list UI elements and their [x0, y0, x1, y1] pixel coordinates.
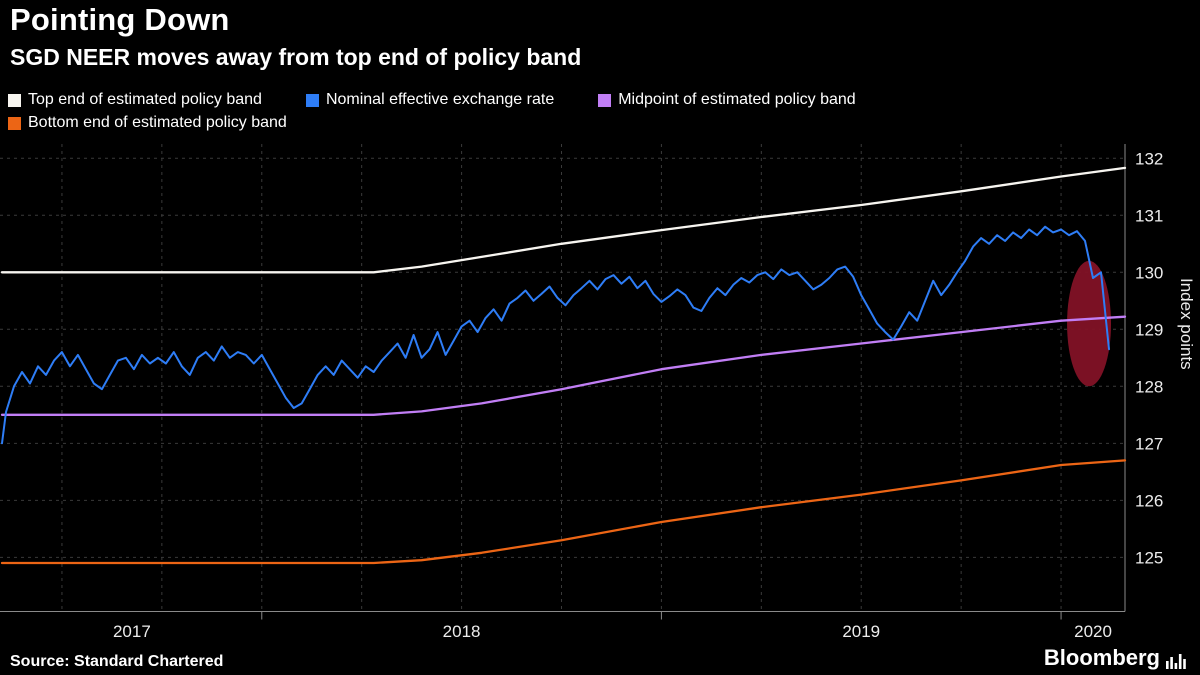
x-tick-label: 2020 [1074, 622, 1112, 641]
legend-swatch-neer [305, 93, 319, 107]
series-midpoint [0, 315, 1127, 416]
x-tick-label: 2018 [443, 622, 481, 641]
y-tick-label: 132 [1135, 149, 1163, 168]
bloomberg-logo-mark [1166, 654, 1186, 669]
legend-item-top-band: Top end of estimated policy band [8, 90, 262, 110]
legend-item-midpoint: Midpoint of estimated policy band [598, 90, 856, 110]
y-tick-label: 130 [1135, 263, 1163, 282]
legend-item-bottom-band: Bottom end of estimated policy band [8, 113, 287, 133]
legend-label-top-band: Top end of estimated policy band [28, 91, 262, 108]
page-title: Pointing Down [10, 2, 230, 37]
legend-swatch-bottom-band [8, 116, 21, 130]
legend-label-midpoint: Midpoint of estimated policy band [618, 91, 856, 108]
series-neer [1, 225, 1110, 445]
legend-swatch-top-band [8, 93, 21, 107]
y-axis-title: Index points [1177, 278, 1196, 370]
series-bottom-band [0, 459, 1127, 565]
source-note: Source: Standard Chartered [10, 653, 224, 670]
bloomberg-logo: Bloomberg [1044, 645, 1186, 671]
legend-label-bottom-band: Bottom end of estimated policy band [28, 114, 287, 131]
legend-item-neer: Nominal effective exchange rate [305, 90, 555, 110]
y-tick-label: 128 [1135, 377, 1163, 396]
legend: Top end of estimated policy band Nominal… [8, 90, 998, 133]
page-subtitle: SGD NEER moves away from top end of poli… [10, 44, 582, 70]
y-tick-label: 131 [1135, 206, 1163, 225]
series-top-band [0, 166, 1127, 274]
y-tick-label: 129 [1135, 320, 1163, 339]
bloomberg-logo-text: Bloomberg [1043, 645, 1160, 670]
highlight-ellipse [1067, 260, 1112, 387]
y-tick-label: 125 [1135, 548, 1163, 567]
y-tick-label: 127 [1135, 434, 1163, 453]
legend-label-neer: Nominal effective exchange rate [325, 91, 555, 108]
chart-svg: 125 126 127 128 129 130 131 132 2017 2018 2019 2020 [0, 144, 1163, 641]
x-tick-label: 2017 [113, 622, 151, 641]
legend-swatch-midpoint [598, 93, 612, 107]
y-tick-label: 126 [1135, 491, 1163, 510]
x-tick-label: 2019 [842, 622, 880, 641]
